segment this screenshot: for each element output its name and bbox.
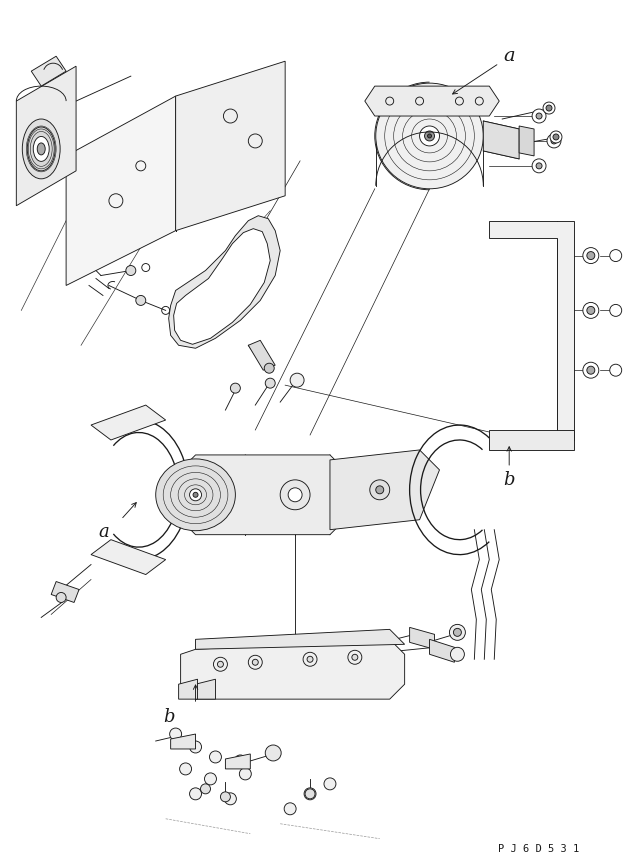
Polygon shape xyxy=(32,56,66,86)
Polygon shape xyxy=(489,221,574,440)
Circle shape xyxy=(304,788,316,800)
Circle shape xyxy=(536,163,542,169)
Polygon shape xyxy=(489,430,574,450)
Circle shape xyxy=(290,373,304,387)
Circle shape xyxy=(451,647,464,662)
Text: P J 6 D 5 3 1: P J 6 D 5 3 1 xyxy=(498,843,579,854)
Circle shape xyxy=(550,131,562,143)
Polygon shape xyxy=(330,450,439,530)
Circle shape xyxy=(224,793,237,805)
Text: a: a xyxy=(503,48,515,65)
Circle shape xyxy=(587,366,595,374)
Circle shape xyxy=(532,158,546,173)
Circle shape xyxy=(453,629,462,637)
Polygon shape xyxy=(91,540,166,574)
Polygon shape xyxy=(181,455,345,534)
Circle shape xyxy=(376,486,384,494)
Circle shape xyxy=(266,745,281,761)
Circle shape xyxy=(610,249,622,262)
Circle shape xyxy=(170,728,181,740)
Circle shape xyxy=(179,763,192,775)
Circle shape xyxy=(288,488,302,501)
Ellipse shape xyxy=(376,83,484,189)
Polygon shape xyxy=(430,639,455,662)
Text: b: b xyxy=(503,471,515,488)
Polygon shape xyxy=(51,582,79,603)
Polygon shape xyxy=(248,340,275,370)
Circle shape xyxy=(204,773,217,785)
Circle shape xyxy=(136,295,146,306)
Circle shape xyxy=(547,134,561,148)
Circle shape xyxy=(252,659,258,665)
Circle shape xyxy=(56,592,66,603)
Ellipse shape xyxy=(23,119,60,178)
Circle shape xyxy=(307,656,313,662)
Polygon shape xyxy=(195,630,404,650)
Polygon shape xyxy=(16,66,76,206)
Circle shape xyxy=(305,789,315,798)
Polygon shape xyxy=(195,679,215,699)
Polygon shape xyxy=(170,734,195,749)
Polygon shape xyxy=(226,754,250,769)
Circle shape xyxy=(235,755,246,767)
Circle shape xyxy=(587,252,595,260)
Polygon shape xyxy=(176,61,285,230)
Circle shape xyxy=(266,378,275,388)
Circle shape xyxy=(280,480,310,510)
Circle shape xyxy=(551,138,557,144)
Polygon shape xyxy=(66,96,176,286)
Ellipse shape xyxy=(37,143,45,155)
Polygon shape xyxy=(410,627,435,650)
Circle shape xyxy=(284,803,296,815)
Circle shape xyxy=(543,102,555,114)
Ellipse shape xyxy=(27,127,55,171)
Circle shape xyxy=(370,480,390,500)
Circle shape xyxy=(201,784,210,794)
Text: b: b xyxy=(163,708,174,726)
Circle shape xyxy=(264,363,274,373)
Circle shape xyxy=(587,307,595,314)
Polygon shape xyxy=(168,216,280,348)
Circle shape xyxy=(610,365,622,376)
Circle shape xyxy=(324,778,336,790)
Polygon shape xyxy=(179,679,197,699)
Text: a: a xyxy=(98,523,109,540)
Circle shape xyxy=(126,266,136,275)
Ellipse shape xyxy=(190,488,201,501)
Ellipse shape xyxy=(33,137,49,161)
Ellipse shape xyxy=(420,126,439,146)
Polygon shape xyxy=(519,126,534,156)
Circle shape xyxy=(217,662,223,667)
Circle shape xyxy=(210,751,221,763)
Ellipse shape xyxy=(193,492,198,497)
Circle shape xyxy=(190,788,201,800)
Circle shape xyxy=(449,624,466,640)
Circle shape xyxy=(583,362,599,378)
Circle shape xyxy=(230,383,240,393)
Polygon shape xyxy=(174,229,270,345)
Circle shape xyxy=(239,768,251,780)
Ellipse shape xyxy=(428,134,431,138)
Circle shape xyxy=(536,113,542,119)
Ellipse shape xyxy=(424,131,435,141)
Circle shape xyxy=(553,134,559,140)
Ellipse shape xyxy=(156,459,235,531)
Circle shape xyxy=(532,109,546,123)
Circle shape xyxy=(546,105,552,111)
Polygon shape xyxy=(484,121,519,158)
Circle shape xyxy=(352,655,358,660)
Circle shape xyxy=(190,741,201,753)
Circle shape xyxy=(221,792,230,802)
Polygon shape xyxy=(91,405,166,440)
Circle shape xyxy=(583,248,599,263)
Circle shape xyxy=(610,305,622,316)
Polygon shape xyxy=(181,639,404,699)
Circle shape xyxy=(583,302,599,319)
Polygon shape xyxy=(365,86,499,116)
